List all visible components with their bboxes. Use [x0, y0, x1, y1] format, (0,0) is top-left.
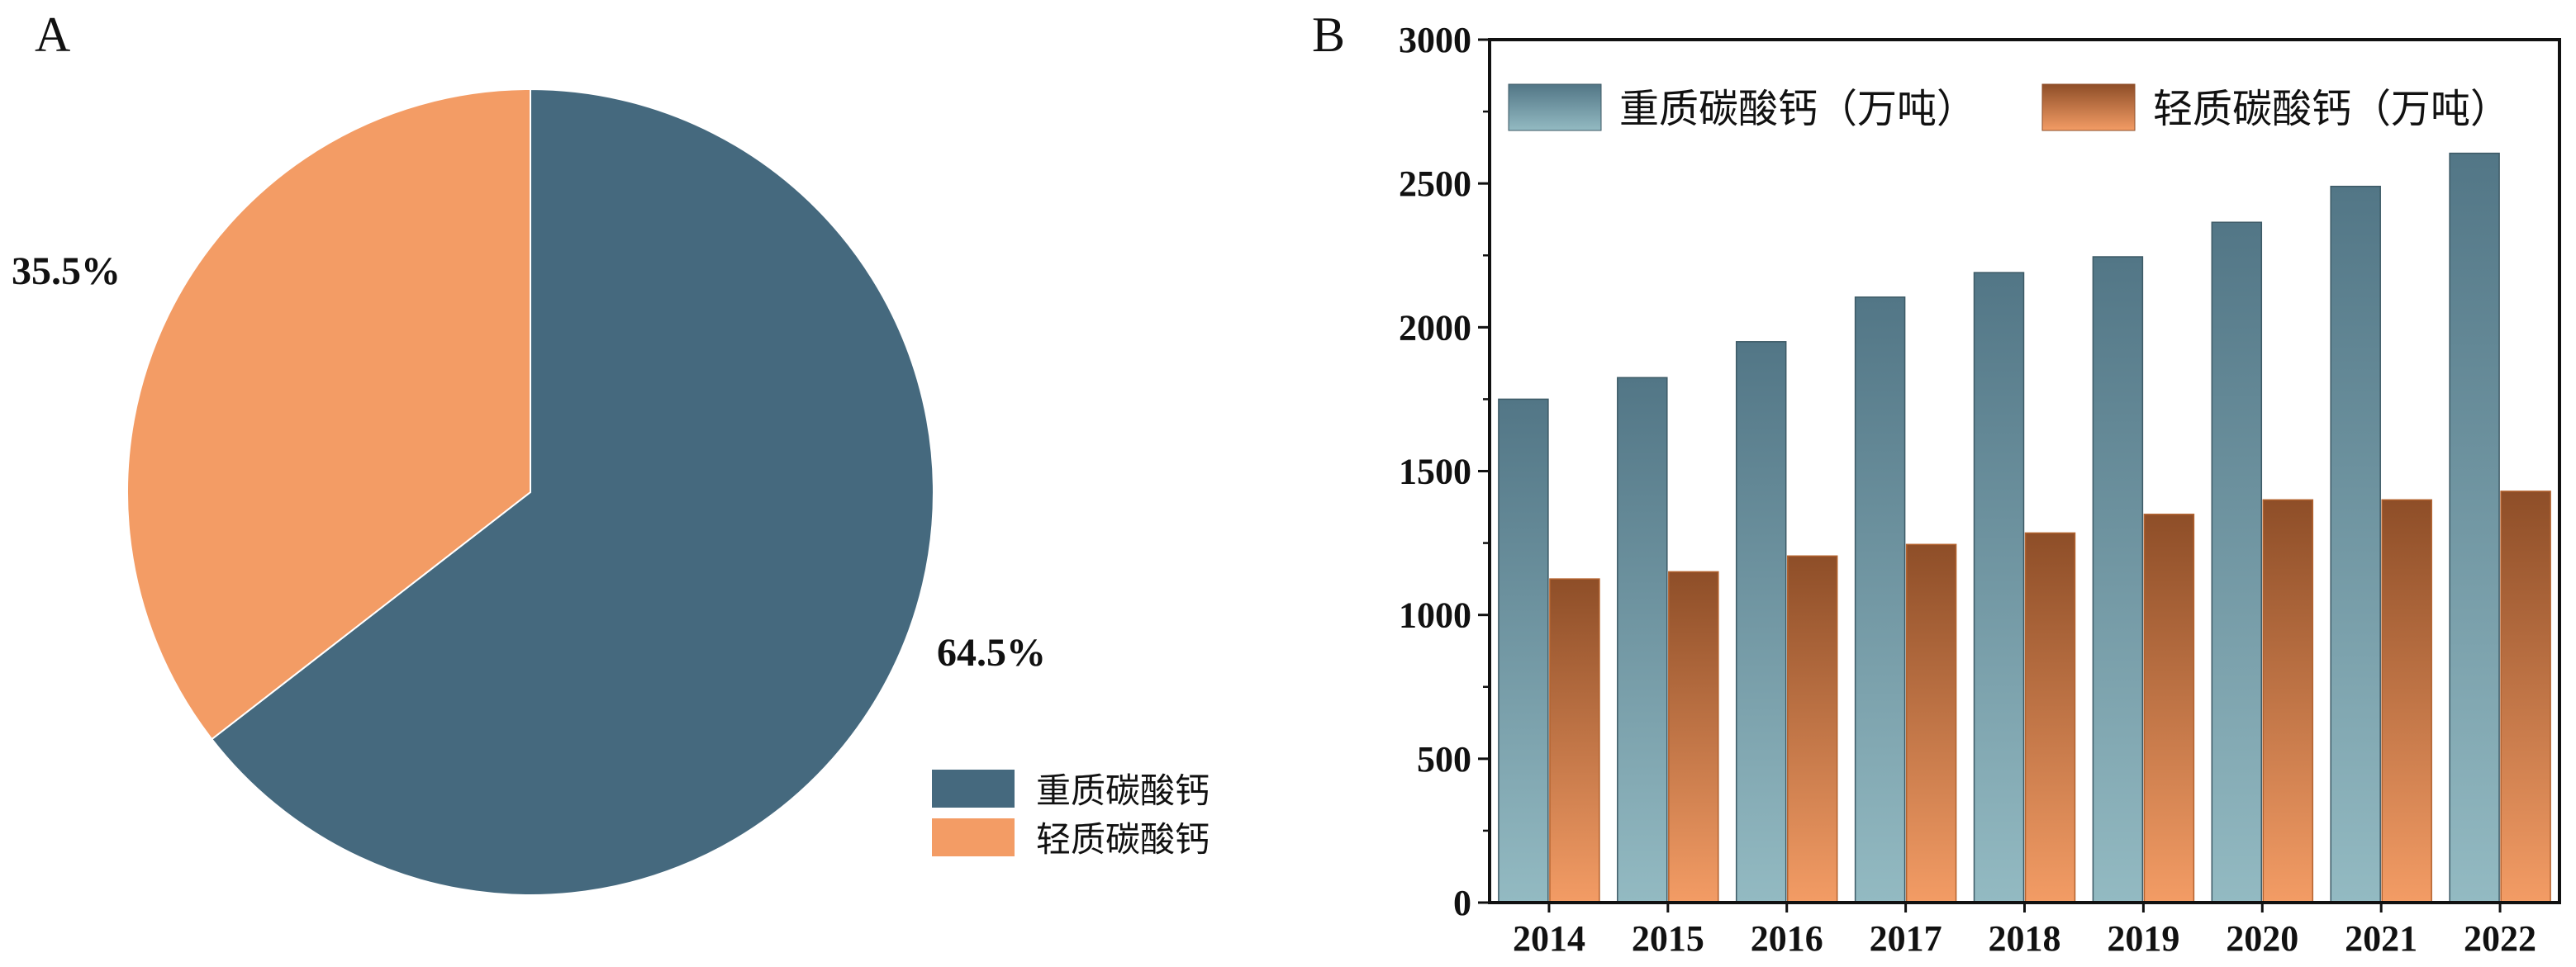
pie-slice-light: [126, 88, 531, 741]
legend-swatch-heavy-bar: [1508, 83, 1602, 131]
x-tick-label: 2017: [1870, 918, 1942, 959]
bar-heavy-2015: [1617, 377, 1668, 903]
y-tick-label: 500: [1417, 739, 1471, 780]
x-tick-label: 2016: [1751, 918, 1823, 959]
x-tick-label: 2020: [2226, 918, 2298, 959]
y-tick-label: 1000: [1399, 595, 1471, 636]
pie-slice-heavy: [210, 88, 934, 896]
bar-heavy-2018: [1973, 272, 2025, 903]
bar-heavy-2022: [2449, 152, 2500, 903]
legend-label-heavy-bar: 重质碳酸钙（万吨）: [1619, 86, 1976, 132]
legend-label-heavy: 重质碳酸钙: [1036, 770, 1210, 811]
pie-panel: A 64.5% 35.5% 重质碳酸钙 轻质碳酸钙: [12, 7, 1210, 896]
bar-axes: 2014 2015 2016 2017 2018 2019 2020 2021 2022 0 500…: [1399, 20, 2561, 959]
bar-light-2022: [2500, 491, 2551, 903]
y-tick-label: 1500: [1399, 452, 1471, 492]
bar-heavy-2019: [2092, 256, 2144, 903]
bar-light-2014: [1549, 578, 1600, 903]
x-tick-label: 2015: [1632, 918, 1704, 959]
bar-panel: B 2014 2015 2016 2017 2018 2019 2020 2021 2022 0 5…: [1312, 7, 2561, 959]
bar-light-2015: [1668, 571, 1719, 903]
panel-label-a: A: [35, 7, 70, 62]
y-tick-label: 0: [1453, 883, 1471, 923]
legend-swatch-light: [932, 818, 1015, 856]
bar-heavy-2016: [1735, 341, 1787, 903]
pie-legend: 重质碳酸钙 轻质碳酸钙: [932, 770, 1210, 860]
bar-series: [1498, 152, 2551, 903]
x-tick-label: 2021: [2345, 918, 2417, 959]
bar-heavy-2014: [1498, 398, 1549, 903]
legend-label-light-bar: 轻质碳酸钙（万吨）: [2153, 86, 2510, 132]
legend-swatch-heavy: [932, 770, 1015, 808]
legend-label-light: 轻质碳酸钙: [1036, 819, 1210, 860]
bar-heavy-2020: [2211, 221, 2263, 903]
panel-label-b: B: [1312, 7, 1345, 62]
pie-label-light: 35.5%: [12, 249, 121, 293]
y-tick-label: 3000: [1399, 20, 1471, 60]
pie-slices: [126, 88, 934, 896]
bar-light-2020: [2262, 499, 2314, 903]
bar-legend: 重质碳酸钙（万吨） 轻质碳酸钙（万吨）: [1508, 83, 2510, 132]
y-tick-label: 2500: [1399, 164, 1471, 204]
bar-heavy-2017: [1854, 296, 1906, 903]
x-tick-label: 2014: [1513, 918, 1585, 959]
x-tick-label: 2018: [1989, 918, 2061, 959]
bar-light-2016: [1786, 555, 1838, 903]
x-tick-label: 2022: [2464, 918, 2536, 959]
pie-label-heavy: 64.5%: [937, 631, 1046, 675]
bar-heavy-2021: [2330, 185, 2381, 903]
legend-swatch-light-bar: [2041, 83, 2136, 131]
bar-light-2021: [2381, 499, 2432, 903]
y-tick-label: 2000: [1399, 307, 1471, 348]
bar-light-2018: [2024, 532, 2076, 903]
bar-light-2019: [2143, 514, 2195, 903]
bar-light-2017: [1905, 543, 1957, 903]
x-tick-label: 2019: [2107, 918, 2179, 959]
